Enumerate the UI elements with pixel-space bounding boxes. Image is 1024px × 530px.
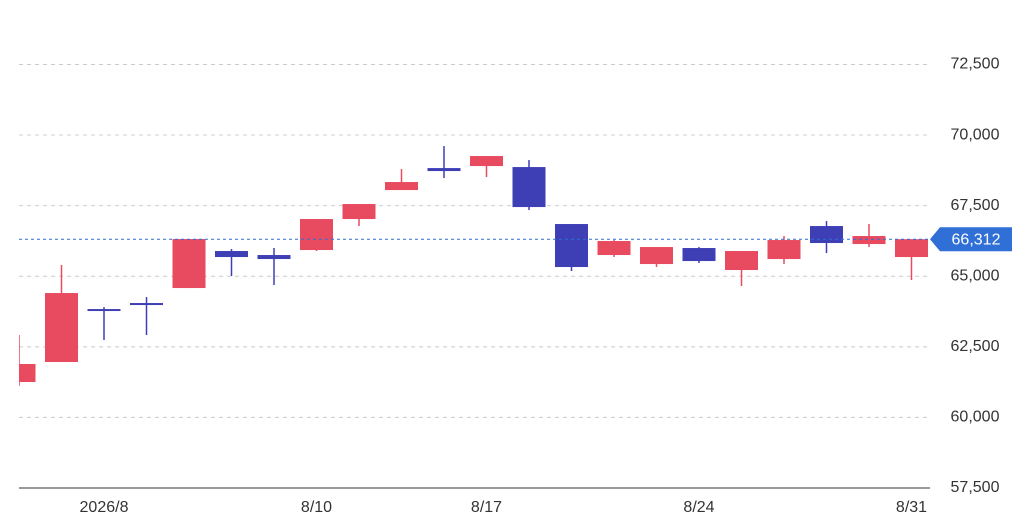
candle-body	[555, 224, 588, 268]
plot-area	[19, 146, 928, 387]
candle-body	[130, 303, 163, 306]
candle-body	[342, 204, 376, 220]
y-tick-label: 62,500	[951, 338, 1000, 355]
candle-body	[257, 255, 291, 260]
y-tick-label: 72,500	[951, 56, 1000, 73]
y-tick-label: 57,500	[951, 479, 1000, 496]
candle-body	[682, 248, 716, 262]
candle-body	[597, 241, 631, 256]
x-tick-label: 8/24	[683, 499, 714, 516]
candle-body	[300, 219, 333, 251]
candle-body	[852, 236, 886, 245]
y-tick-label: 60,000	[951, 409, 1000, 426]
candle-body	[215, 251, 248, 258]
candle-body	[810, 226, 843, 244]
candle-body	[470, 156, 503, 167]
x-tick-label: 8/17	[471, 499, 502, 516]
candle-body	[767, 240, 801, 260]
x-tick-label: 2026/8	[80, 499, 129, 516]
price-tag-label: 66,312	[952, 231, 1001, 248]
candle-body	[385, 182, 418, 191]
candle-body	[172, 239, 206, 289]
price-tag	[930, 227, 1012, 252]
y-tick-label: 70,000	[951, 126, 1000, 143]
x-tick-label: 8/31	[896, 499, 927, 516]
candle-body	[87, 309, 121, 312]
candle-body	[640, 247, 673, 265]
y-tick-label: 67,500	[951, 197, 1000, 214]
candle-body	[725, 251, 758, 271]
candle-body	[19, 364, 36, 383]
y-tick-label: 65,000	[951, 267, 1000, 284]
x-tick-label: 8/10	[301, 499, 332, 516]
candle-body	[427, 168, 461, 172]
candle-body	[512, 167, 546, 208]
candle-body	[45, 293, 78, 363]
candle-body	[895, 239, 928, 258]
